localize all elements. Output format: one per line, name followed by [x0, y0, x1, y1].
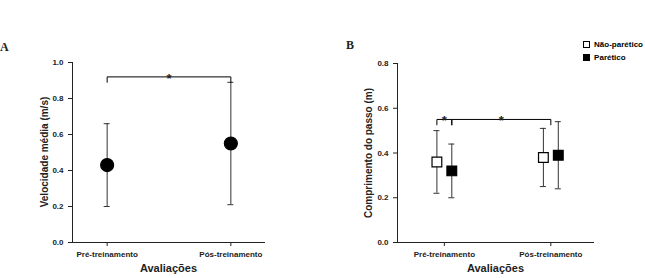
html-text:Avaliações: Avaliações [140, 262, 197, 274]
svg-text:Pré-treinamento: Pré-treinamento [76, 250, 137, 259]
svg-text:*: * [442, 113, 448, 128]
html-text:A: A [0, 40, 9, 54]
html-text:Parético: Parético [594, 53, 626, 62]
svg-text:0.6: 0.6 [377, 104, 389, 113]
svg-text:0.6: 0.6 [52, 130, 64, 139]
html-text:B: B [346, 38, 354, 52]
svg-text:0.8: 0.8 [377, 59, 389, 68]
svg-text:0.4: 0.4 [52, 166, 64, 175]
html-text:Não-parético: Não-parético [594, 40, 643, 49]
html-text:Velocidade média (m/s): Velocidade média (m/s) [38, 96, 50, 208]
svg-text:0.2: 0.2 [377, 193, 389, 202]
svg-text:Pós-treinamento: Pós-treinamento [519, 250, 582, 259]
svg-text:0.8: 0.8 [52, 94, 64, 103]
svg-text:0.0: 0.0 [52, 238, 64, 247]
svg-text:1.0: 1.0 [52, 58, 64, 67]
svg-text:Pós-treinamento: Pós-treinamento [199, 250, 262, 259]
svg-text:0.2: 0.2 [52, 202, 64, 211]
svg-text:0.4: 0.4 [377, 149, 389, 158]
svg-text:Pré-treinamento: Pré-treinamento [414, 250, 475, 259]
html-text:Comprimento do passo (m): Comprimento do passo (m) [362, 87, 374, 218]
svg-text:*: * [166, 71, 172, 86]
svg-text:*: * [499, 113, 505, 128]
html-text:Avaliações: Avaliações [467, 262, 524, 274]
svg-text:0.0: 0.0 [377, 238, 389, 247]
